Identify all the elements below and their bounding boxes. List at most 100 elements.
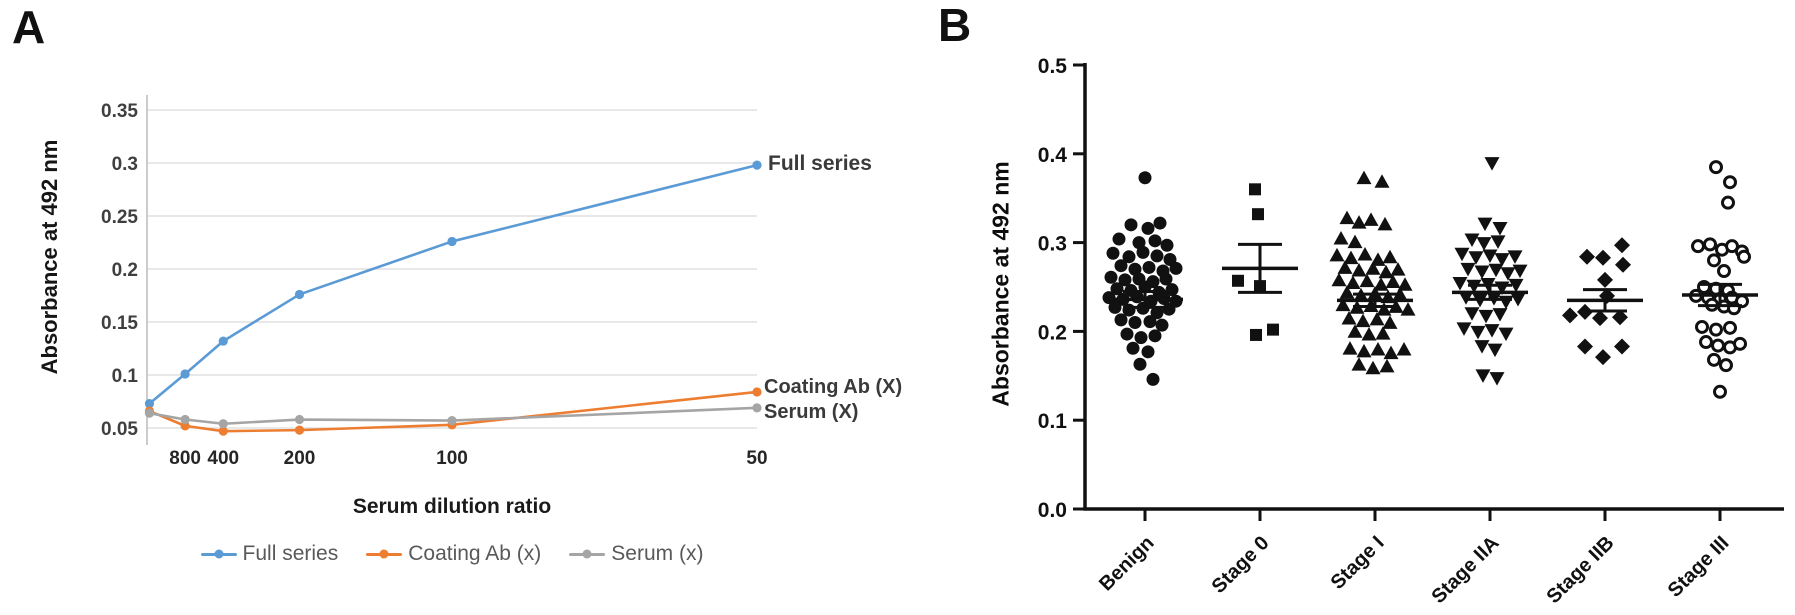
data-point <box>1737 249 1751 264</box>
data-point <box>1719 358 1733 373</box>
data-point <box>1383 345 1399 360</box>
data-point <box>1379 358 1395 373</box>
data-point <box>1487 343 1503 358</box>
data-point <box>1341 310 1357 325</box>
data-point <box>752 387 762 397</box>
data-point <box>752 403 762 413</box>
data-point <box>1118 273 1132 287</box>
data-point <box>1614 237 1630 254</box>
data-point <box>1721 195 1735 210</box>
x-tick-label: 100 <box>436 448 468 469</box>
data-point <box>1691 239 1705 254</box>
data-point <box>1376 302 1392 316</box>
data-point <box>447 415 457 426</box>
y-tick-label: 0.2 <box>112 260 138 281</box>
data-point <box>294 289 305 300</box>
data-point <box>1355 313 1371 328</box>
data-point <box>1361 326 1377 341</box>
data-point <box>1488 263 1504 278</box>
series-line <box>148 163 758 405</box>
legend-item: Coating Ab (x) <box>366 542 541 566</box>
data-point <box>1615 256 1631 273</box>
data-point <box>1363 212 1379 226</box>
legend-item: Serum (x) <box>569 542 703 566</box>
data-point <box>1150 306 1164 320</box>
data-point <box>294 414 305 425</box>
data-point <box>1146 372 1160 386</box>
data-point <box>1397 277 1413 291</box>
data-point <box>1456 322 1472 336</box>
y-tick-label: 0.1 <box>112 366 139 387</box>
data-point <box>1143 315 1157 329</box>
data-point <box>1128 262 1142 276</box>
y-tick-label: 0.25 <box>101 207 138 228</box>
legend-marker-icon <box>366 552 403 556</box>
data-point <box>180 421 190 431</box>
data-point <box>1612 309 1628 326</box>
data-point <box>1614 338 1630 355</box>
legend-marker-icon <box>200 552 237 556</box>
data-point <box>1385 274 1401 289</box>
data-point <box>1374 174 1390 188</box>
data-point <box>1723 320 1737 335</box>
data-point <box>1490 235 1506 249</box>
data-point <box>1128 316 1142 330</box>
y-tick-label: 0.3 <box>112 154 138 175</box>
data-point <box>1357 247 1373 261</box>
data-point <box>1400 302 1416 316</box>
data-point <box>218 426 228 436</box>
x-category-label: Stage IIB <box>1542 532 1618 608</box>
data-point <box>1114 259 1128 273</box>
data-point <box>1494 253 1510 267</box>
data-point <box>1489 372 1505 386</box>
y-tick-label: 0.15 <box>101 313 138 334</box>
x-category-label: Stage IIA <box>1427 532 1503 608</box>
data-point <box>1475 369 1491 383</box>
data-point <box>1577 338 1593 355</box>
data-point <box>1508 278 1524 293</box>
data-point <box>1396 342 1412 356</box>
data-point <box>1478 309 1494 324</box>
data-point <box>1717 264 1731 279</box>
data-point <box>1356 343 1372 358</box>
series-line <box>149 406 758 426</box>
data-point <box>447 236 457 247</box>
x-tick-label: 50 <box>746 448 767 469</box>
data-point <box>1375 326 1391 340</box>
y-tick-label: 0.3 <box>1038 233 1067 256</box>
data-point <box>1484 157 1500 171</box>
data-point <box>1155 318 1169 332</box>
data-point <box>1711 338 1725 353</box>
data-point <box>752 160 762 170</box>
x-tick-label: 800 <box>169 448 201 469</box>
data-point <box>1464 233 1480 248</box>
data-point <box>1335 297 1351 312</box>
data-point <box>1106 246 1120 260</box>
data-point <box>1597 271 1613 288</box>
data-point <box>1477 217 1493 232</box>
data-point <box>1707 253 1721 268</box>
data-point <box>1452 277 1468 291</box>
data-point <box>1460 262 1476 277</box>
x-category-label: Benign <box>1095 532 1158 595</box>
data-point <box>1562 307 1578 324</box>
data-point <box>1134 331 1148 345</box>
data-point <box>1370 252 1386 266</box>
data-point <box>1370 342 1386 356</box>
data-point <box>1343 250 1359 265</box>
series-end-label-coating-ab: Coating Ab (X) <box>764 376 903 398</box>
data-point <box>1351 215 1367 229</box>
data-point <box>1165 283 1179 297</box>
y-tick-label: 0.5 <box>1038 55 1068 78</box>
data-point <box>1713 384 1727 399</box>
data-point <box>1365 360 1381 375</box>
data-point <box>1110 282 1124 296</box>
data-point <box>1132 236 1146 250</box>
data-point <box>1133 357 1147 371</box>
legend-label: Serum (x) <box>611 542 704 565</box>
data-point <box>1382 315 1398 329</box>
data-point <box>1510 293 1526 307</box>
data-point <box>1141 345 1155 359</box>
data-point <box>1250 328 1262 341</box>
data-point <box>1232 274 1244 287</box>
